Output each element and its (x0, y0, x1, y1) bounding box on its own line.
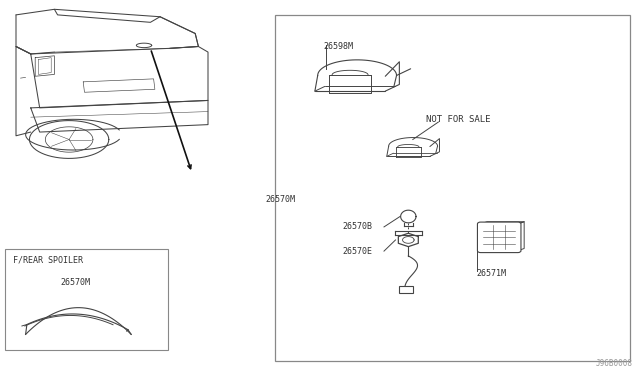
Bar (275, 15, 630, 361)
Text: 26570E: 26570E (342, 247, 372, 256)
Text: J96B0008: J96B0008 (595, 359, 632, 368)
Text: NOT FOR SALE: NOT FOR SALE (426, 115, 490, 124)
Text: F/REAR SPOILER: F/REAR SPOILER (13, 256, 83, 265)
Text: 26570B: 26570B (342, 222, 372, 231)
Text: 26570M: 26570M (266, 195, 296, 203)
Text: 26570M: 26570M (61, 278, 91, 287)
Text: 26598M: 26598M (323, 42, 353, 51)
Bar (5, 249, 168, 350)
FancyBboxPatch shape (477, 222, 521, 253)
Text: 26571M: 26571M (477, 269, 507, 278)
Bar (399, 286, 413, 293)
